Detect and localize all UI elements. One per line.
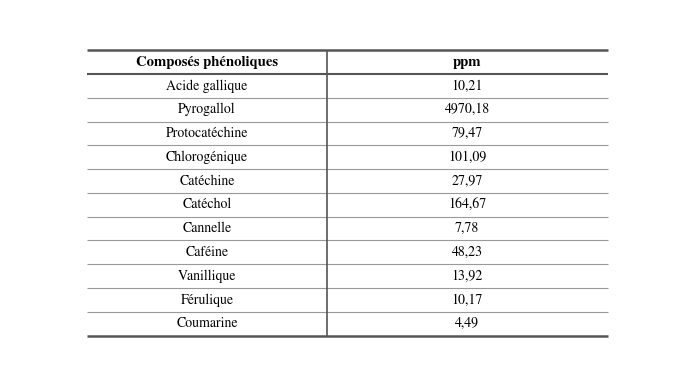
Text: ppm: ppm (453, 56, 481, 69)
Text: Chlorogénique: Chlorogénique (166, 151, 248, 164)
Text: 10,21: 10,21 (452, 79, 483, 92)
Bar (87, 169, 607, 193)
Text: 10,17: 10,17 (452, 293, 483, 307)
Text: Cannelle: Cannelle (182, 222, 232, 235)
Bar (87, 312, 607, 335)
Bar (87, 50, 607, 74)
Text: Caféine: Caféine (186, 246, 228, 259)
Text: 79,47: 79,47 (452, 127, 483, 140)
Text: Pyrogallol: Pyrogallol (178, 103, 236, 117)
Bar (87, 193, 607, 217)
Text: Vanillique: Vanillique (178, 269, 236, 283)
Text: 13,92: 13,92 (452, 269, 483, 283)
Text: 101,09: 101,09 (448, 151, 486, 164)
Bar (87, 288, 607, 312)
Bar (87, 146, 607, 169)
Text: Férulique: Férulique (180, 293, 233, 307)
Text: 4,49: 4,49 (455, 317, 479, 330)
Text: 27,97: 27,97 (452, 174, 483, 188)
Text: 4970,18: 4970,18 (445, 103, 490, 117)
Text: Protocatéchine: Protocatéchine (166, 127, 248, 140)
Text: 7,78: 7,78 (455, 222, 479, 235)
Bar (87, 217, 607, 240)
Text: 164,67: 164,67 (448, 198, 486, 212)
Text: Catéchol: Catéchol (182, 198, 232, 212)
Bar (87, 240, 607, 264)
Text: Acide gallique: Acide gallique (166, 79, 247, 92)
Bar (87, 121, 607, 146)
Text: Catéchine: Catéchine (180, 174, 235, 188)
Bar (87, 264, 607, 288)
Text: Composés phénoliques: Composés phénoliques (136, 56, 278, 69)
Text: Coumarine: Coumarine (176, 317, 238, 330)
Bar (87, 98, 607, 121)
Text: 48,23: 48,23 (452, 246, 483, 259)
Bar (87, 74, 607, 98)
